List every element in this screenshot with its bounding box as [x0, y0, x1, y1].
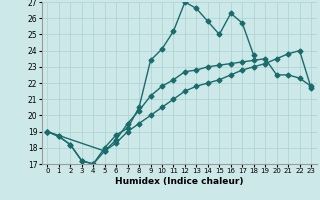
X-axis label: Humidex (Indice chaleur): Humidex (Indice chaleur) — [115, 177, 244, 186]
